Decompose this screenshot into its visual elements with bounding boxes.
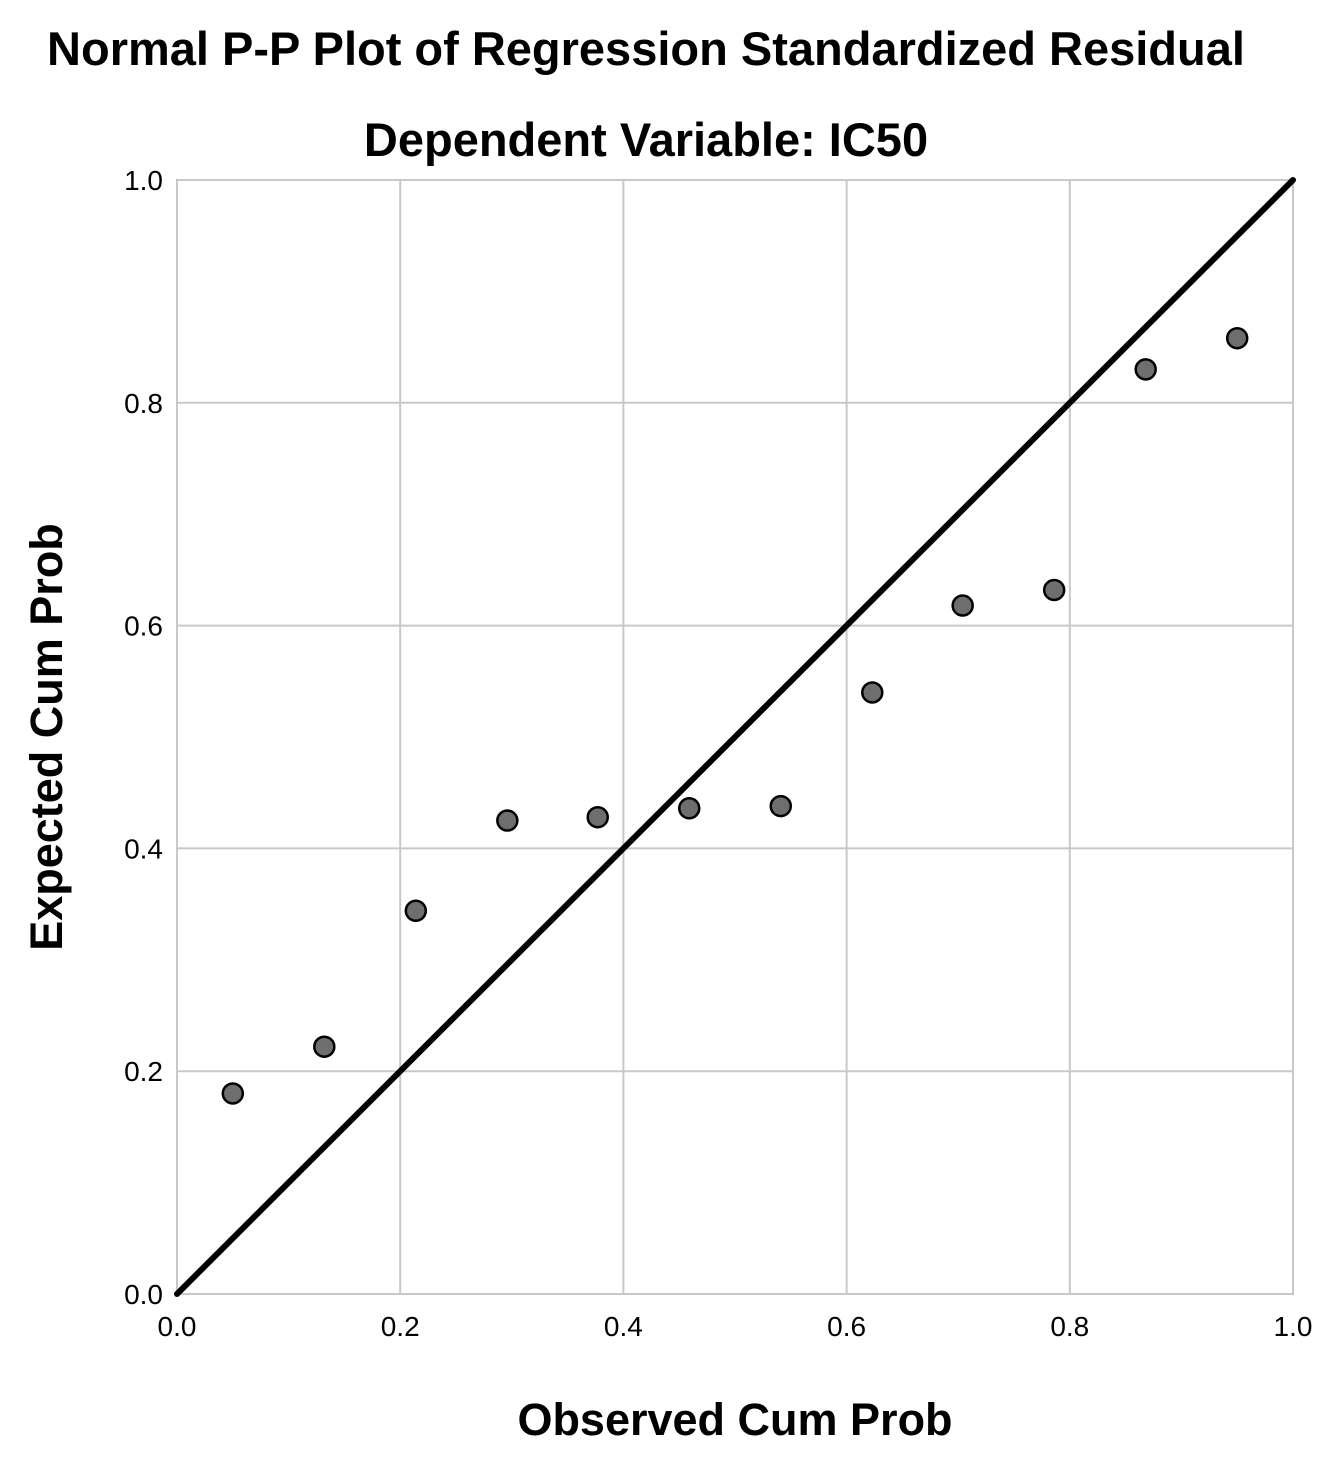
data-point bbox=[1042, 578, 1066, 602]
y-tick-label: 0.8 bbox=[124, 388, 163, 419]
data-point bbox=[1134, 358, 1157, 381]
reference-line-group bbox=[174, 177, 1296, 1297]
y-tick-label: 0.0 bbox=[124, 1279, 163, 1310]
x-tick-label: 0.2 bbox=[381, 1311, 420, 1342]
data-points bbox=[221, 326, 1249, 1105]
y-tick-label: 0.6 bbox=[124, 611, 163, 642]
data-point bbox=[221, 1082, 245, 1105]
data-point bbox=[404, 899, 428, 923]
chart-title: Normal P-P Plot of Regression Standardiz… bbox=[47, 22, 1245, 75]
x-tick-label: 1.0 bbox=[1274, 1311, 1313, 1342]
tick-labels: 0.0 0.2 0.4 0.6 0.8 1.0 0.0 0.2 0.4 0.6 0.8 1.0 bbox=[124, 165, 1312, 1342]
x-tick-label: 0.4 bbox=[604, 1311, 643, 1342]
x-axis-label: Observed Cum Prob bbox=[517, 1394, 952, 1445]
y-tick-label: 0.2 bbox=[124, 1056, 163, 1087]
reference-line bbox=[174, 177, 1296, 1297]
data-point bbox=[769, 794, 793, 818]
data-point bbox=[951, 594, 974, 617]
y-axis-label: Expected Cum Prob bbox=[21, 523, 72, 951]
data-point bbox=[861, 681, 884, 704]
x-tick-label: 0.0 bbox=[158, 1311, 197, 1342]
y-tick-label: 1.0 bbox=[124, 165, 163, 196]
chart-subtitle: Dependent Variable: IC50 bbox=[364, 113, 928, 166]
data-point bbox=[677, 797, 701, 820]
grid-lines bbox=[176, 179, 1294, 1295]
x-tick-label: 0.6 bbox=[827, 1311, 866, 1342]
data-point bbox=[496, 809, 519, 832]
y-tick-label: 0.4 bbox=[124, 833, 163, 864]
data-point bbox=[1225, 326, 1249, 350]
x-tick-label: 0.8 bbox=[1050, 1311, 1089, 1342]
data-point bbox=[313, 1035, 336, 1058]
data-point bbox=[586, 805, 609, 829]
